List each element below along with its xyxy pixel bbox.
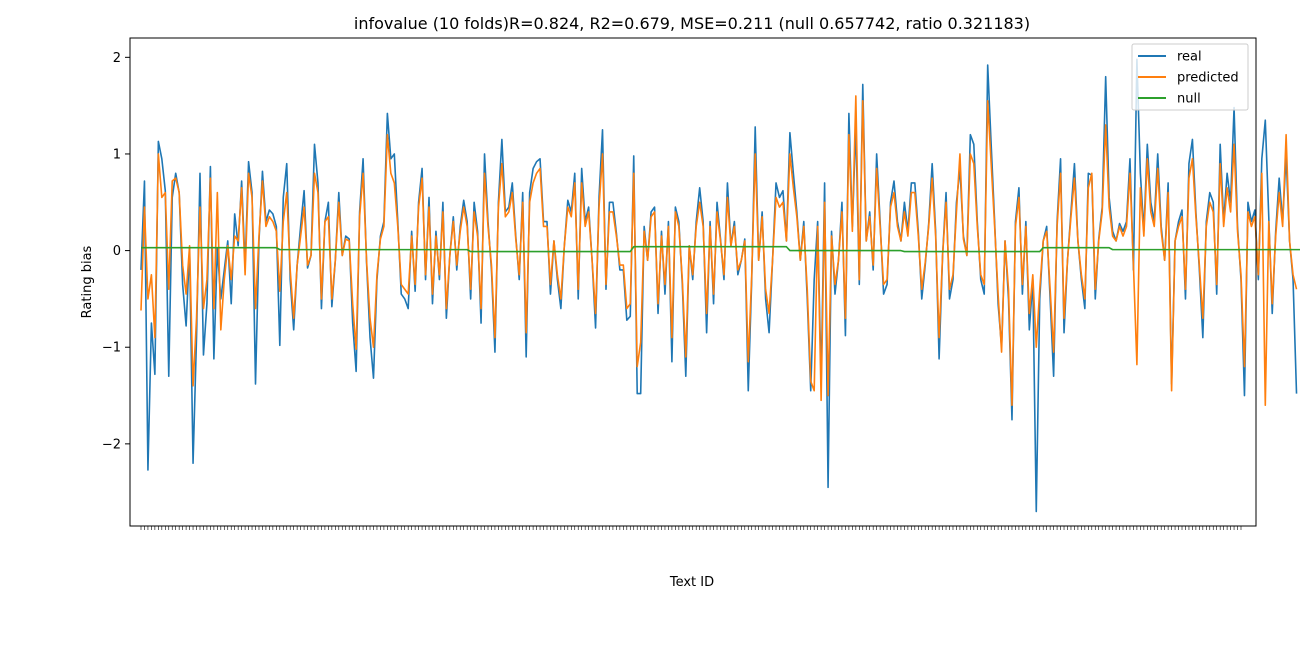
series-line-predicted <box>140 95 1298 407</box>
y-tick-label: −2 <box>102 437 121 452</box>
series-layer <box>140 58 1300 513</box>
legend: real predicted null <box>1131 43 1249 111</box>
plot-area <box>140 58 1300 513</box>
legend-label-null: null <box>1177 92 1201 107</box>
series-line-null <box>141 245 1300 253</box>
legend-label-real: real <box>1177 50 1202 65</box>
chart-title: infovalue (10 folds)R=0.824, R2=0.679, M… <box>354 14 1030 33</box>
y-tick-label: −1 <box>102 341 121 356</box>
x-axis-label: Text ID <box>669 575 714 590</box>
y-axis-label: Rating bias <box>80 245 95 318</box>
y-tick-label: 2 <box>113 51 121 66</box>
x-axis <box>140 526 1242 530</box>
y-tick-label: 0 <box>113 244 121 259</box>
y-tick-label: 1 <box>113 147 121 162</box>
legend-label-predicted: predicted <box>1177 71 1239 86</box>
y-axis: −2 −1 0 1 2 <box>102 51 130 452</box>
legend-box <box>1131 43 1249 111</box>
